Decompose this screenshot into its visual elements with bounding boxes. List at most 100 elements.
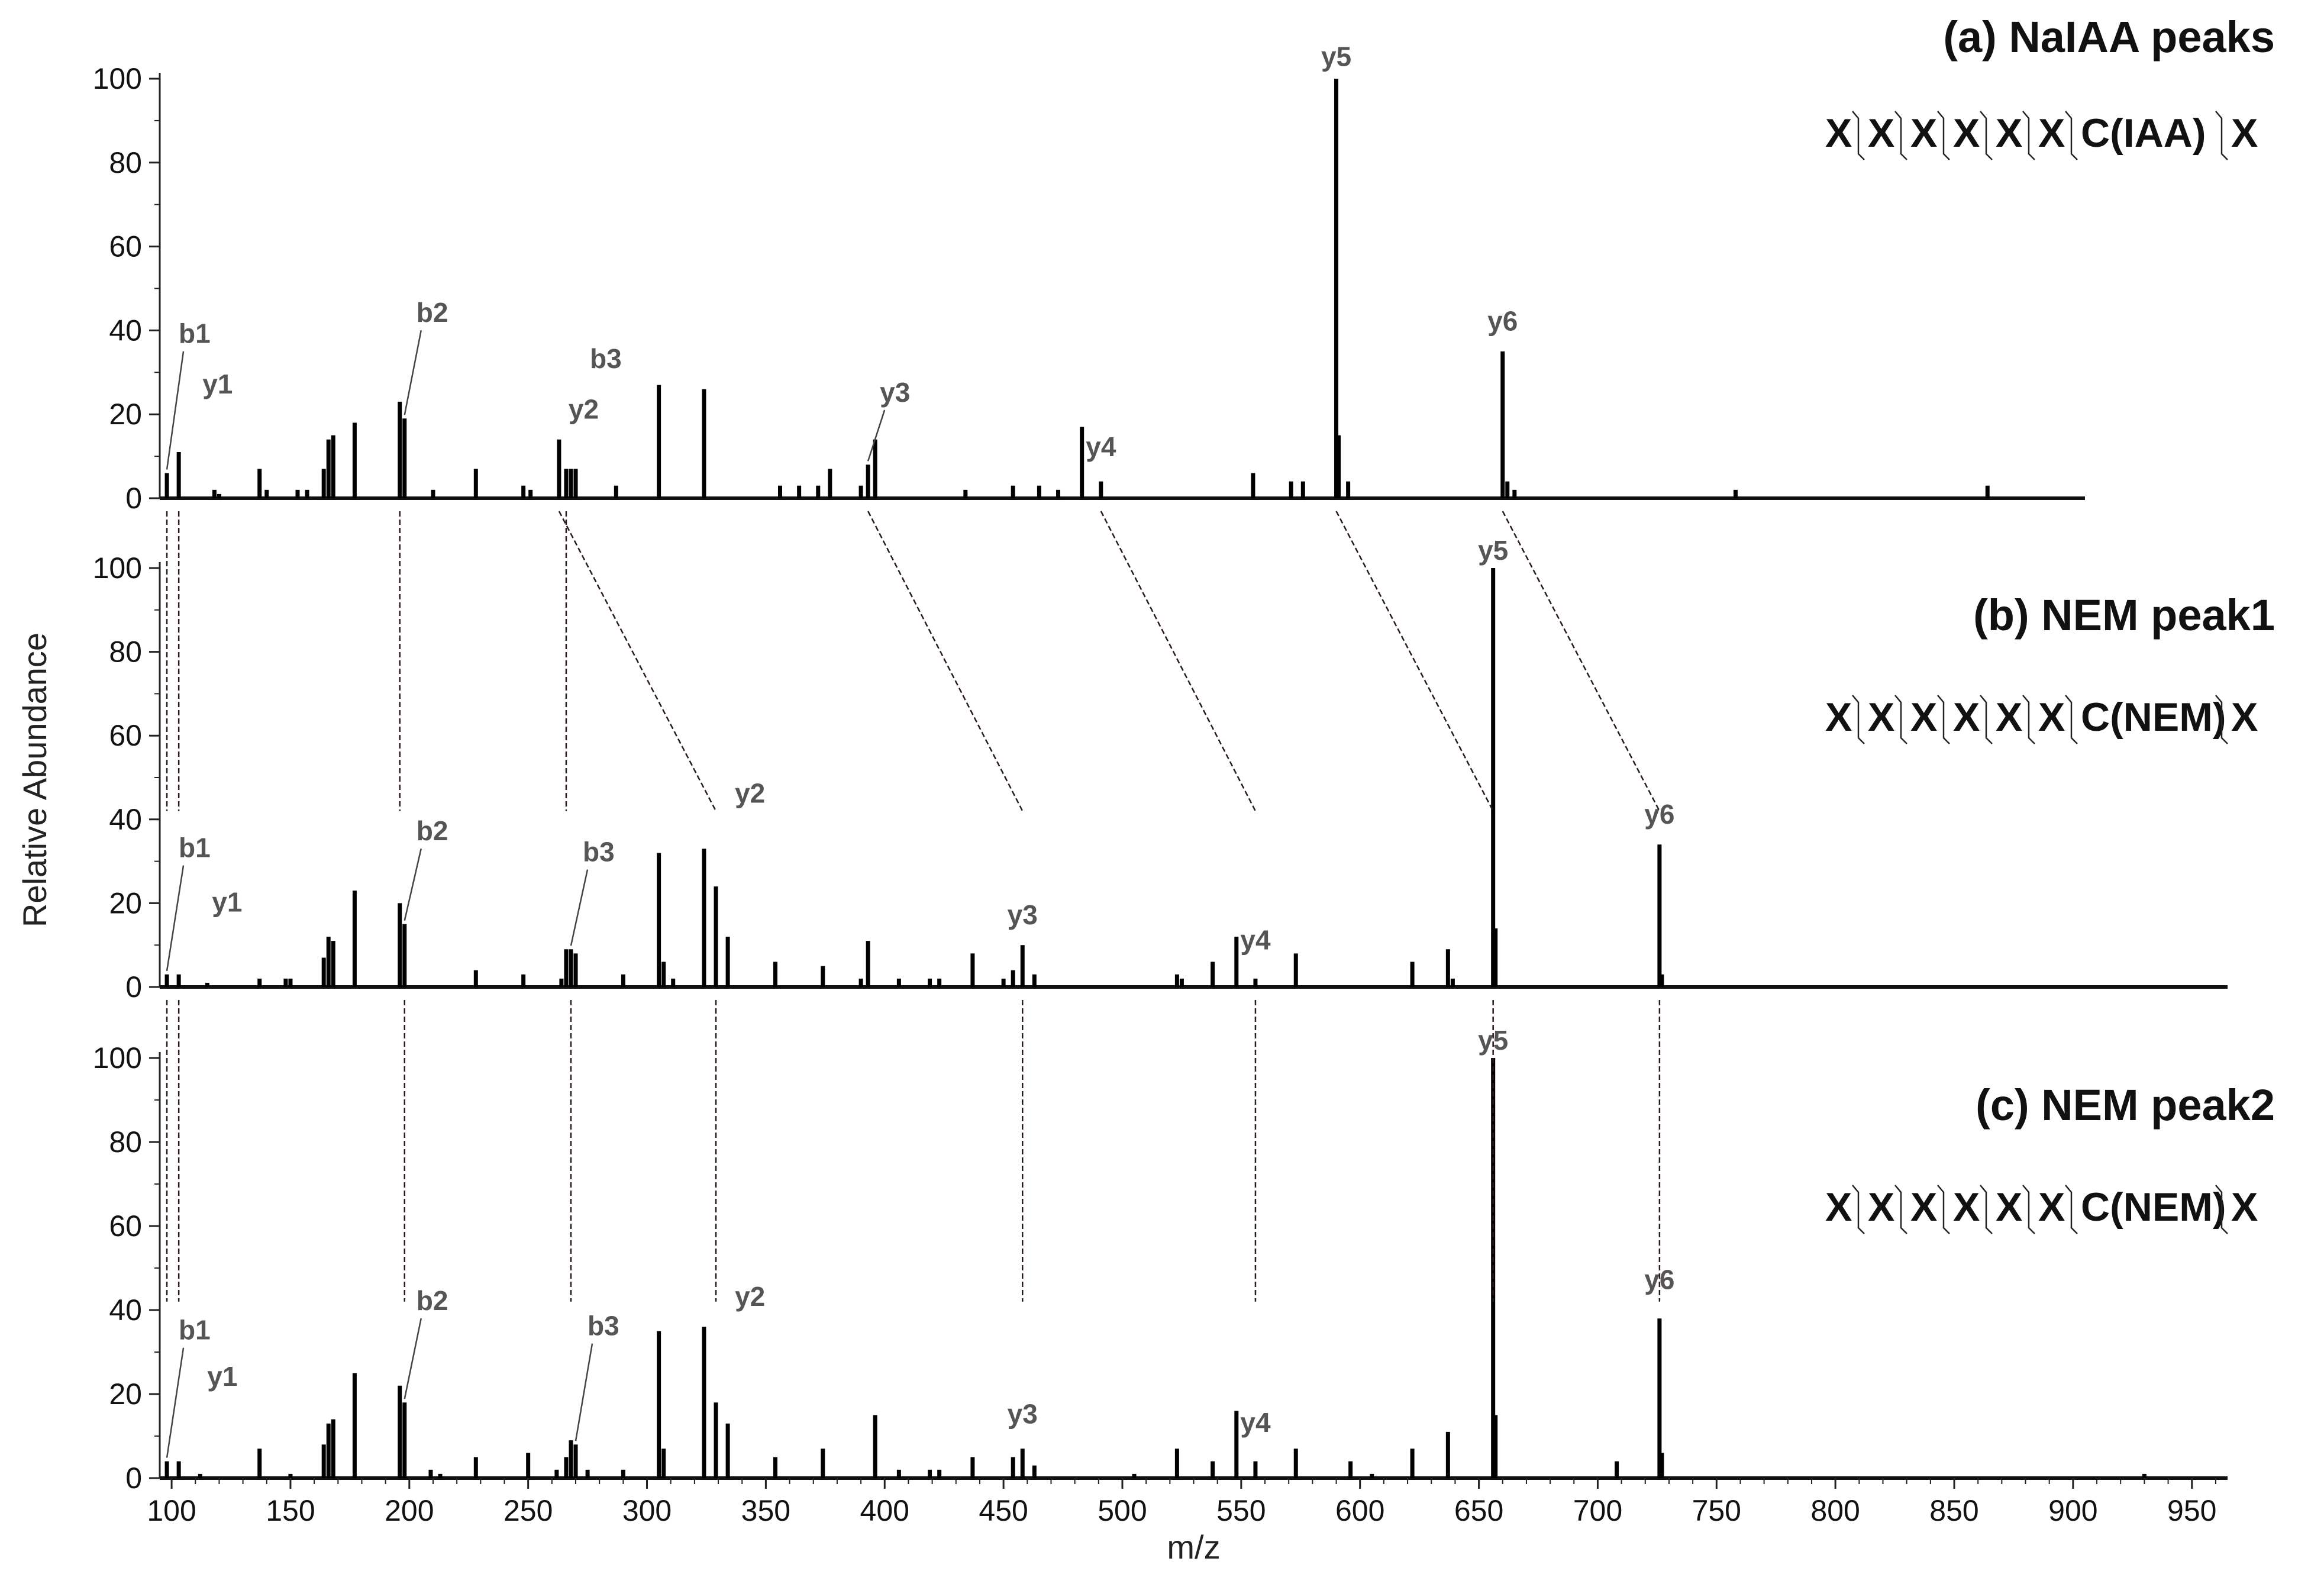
ion-label: y2 [735, 1281, 765, 1312]
x-tick-label: 700 [1573, 1494, 1622, 1527]
cleavage-mark [2215, 695, 2228, 744]
cleavage-mark [2215, 1185, 2228, 1234]
ion-label: y5 [1478, 535, 1508, 566]
x-tick-label: 450 [979, 1494, 1028, 1527]
y-tick-label: 60 [109, 719, 142, 752]
peptide-residue: X [1825, 1185, 1852, 1230]
panel-title: (b) NEM peak1 [1973, 591, 2275, 640]
cleavage-mark [1852, 1185, 1865, 1234]
cleavage-mark [1852, 695, 1865, 744]
y-tick-label: 0 [125, 970, 142, 1004]
cleavage-mark [2065, 1185, 2078, 1234]
ion-label: b2 [417, 815, 448, 846]
peptide-residue: X [2038, 695, 2065, 740]
peak-connector [1335, 511, 1494, 812]
peak-connector [1502, 511, 1660, 812]
ion-label: y4 [1240, 924, 1271, 955]
peptide-residue: X [2038, 111, 2065, 156]
peptide-residue: X [1868, 695, 1894, 740]
cleavage-mark [2215, 111, 2228, 160]
peptide-residue: X [1825, 111, 1852, 156]
peptide-residue: X [1868, 1185, 1894, 1230]
x-tick-label: 600 [1335, 1494, 1384, 1527]
y-tick-label: 100 [93, 551, 142, 585]
x-tick-label: 150 [266, 1494, 315, 1527]
ion-label: b1 [179, 318, 211, 349]
y-tick-label: 20 [109, 1378, 142, 1411]
ion-label: y2 [569, 393, 599, 424]
ion-label: b2 [417, 1285, 448, 1316]
y-tick-label: 0 [125, 482, 142, 515]
x-tick-label: 400 [860, 1494, 909, 1527]
x-tick-label: 250 [503, 1494, 553, 1527]
cleavage-mark [1980, 695, 1993, 744]
x-tick-label: 500 [1098, 1494, 1147, 1527]
y-tick-label: 80 [109, 1125, 142, 1159]
ion-label-leader [570, 869, 589, 946]
peptide-residue: X [2231, 1185, 2258, 1230]
cleavage-mark [1937, 111, 1950, 160]
y-tick-label: 60 [109, 1209, 142, 1243]
panel-title: (a) NaIAA peaks [1943, 12, 2275, 62]
ion-label: b1 [179, 1315, 211, 1346]
peptide-residue: X [1868, 111, 1894, 156]
ion-label: y2 [735, 778, 765, 808]
x-tick-label: 650 [1454, 1494, 1503, 1527]
ion-label-leader [166, 351, 185, 470]
ion-label: y3 [1008, 1399, 1038, 1430]
x-tick-label: 850 [1929, 1494, 1978, 1527]
cleavage-mark [1894, 1185, 1907, 1234]
ion-label-leader [166, 865, 185, 971]
x-tick-label: 800 [1810, 1494, 1860, 1527]
y-tick-label: 100 [93, 62, 142, 95]
peptide-residue: X [1825, 695, 1852, 740]
peptide-residue: X [2231, 111, 2258, 156]
y-tick-label: 100 [93, 1041, 142, 1075]
peptide-residue: X [1996, 1185, 2022, 1230]
x-tick-label: 350 [741, 1494, 790, 1527]
y-tick-label: 0 [125, 1462, 142, 1495]
y-tick-label: 40 [109, 803, 142, 836]
x-tick-label: 750 [1692, 1494, 1741, 1527]
cleavage-mark [1980, 111, 1993, 160]
x-axis-title: m/z [1167, 1528, 1220, 1566]
ion-label-leader [404, 1318, 422, 1399]
peptide-residue: X [1953, 111, 1980, 156]
peptide-residue: X [2038, 1185, 2065, 1230]
ion-label: y5 [1321, 41, 1351, 72]
ion-label-leader [404, 330, 422, 415]
x-tick-label: 300 [622, 1494, 672, 1527]
ion-label: b1 [179, 833, 211, 863]
y-tick-label: 20 [109, 886, 142, 920]
ion-label: y3 [880, 377, 910, 408]
cleavage-mark [2022, 695, 2035, 744]
peptide-residue: X [1996, 695, 2022, 740]
peptide-residue: X [1910, 111, 1937, 156]
y-tick-label: 40 [109, 314, 142, 347]
ion-label: b3 [590, 343, 622, 374]
ion-label: y1 [202, 369, 233, 399]
x-tick-label: 550 [1216, 1494, 1266, 1527]
y-tick-label: 80 [109, 146, 142, 179]
ion-label: y4 [1086, 431, 1116, 462]
ion-label-leader [166, 1347, 185, 1458]
peptide-residue: X [1910, 695, 1937, 740]
ion-label: b3 [583, 837, 615, 867]
peak-connector [867, 511, 1024, 812]
peptide-residue: X [1996, 111, 2022, 156]
y-tick-label: 60 [109, 230, 142, 263]
x-tick-label: 900 [2048, 1494, 2097, 1527]
cleavage-mark [1980, 1185, 1993, 1234]
ion-label: y1 [212, 887, 242, 918]
ion-label: b3 [588, 1311, 619, 1341]
peptide-residue: C(IAA) [2081, 111, 2206, 156]
cleavage-mark [2065, 111, 2078, 160]
peptide-residue: X [1910, 1185, 1937, 1230]
cleavage-mark [1937, 1185, 1950, 1234]
ion-label-leader [867, 409, 886, 462]
ion-label: y6 [1644, 799, 1674, 830]
ion-label: y1 [207, 1361, 237, 1392]
ion-label-leader [574, 1343, 593, 1441]
peptide-residue: C(NEM) [2081, 1185, 2226, 1230]
